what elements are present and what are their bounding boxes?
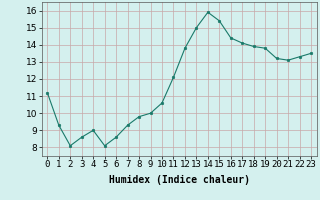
X-axis label: Humidex (Indice chaleur): Humidex (Indice chaleur): [109, 175, 250, 185]
